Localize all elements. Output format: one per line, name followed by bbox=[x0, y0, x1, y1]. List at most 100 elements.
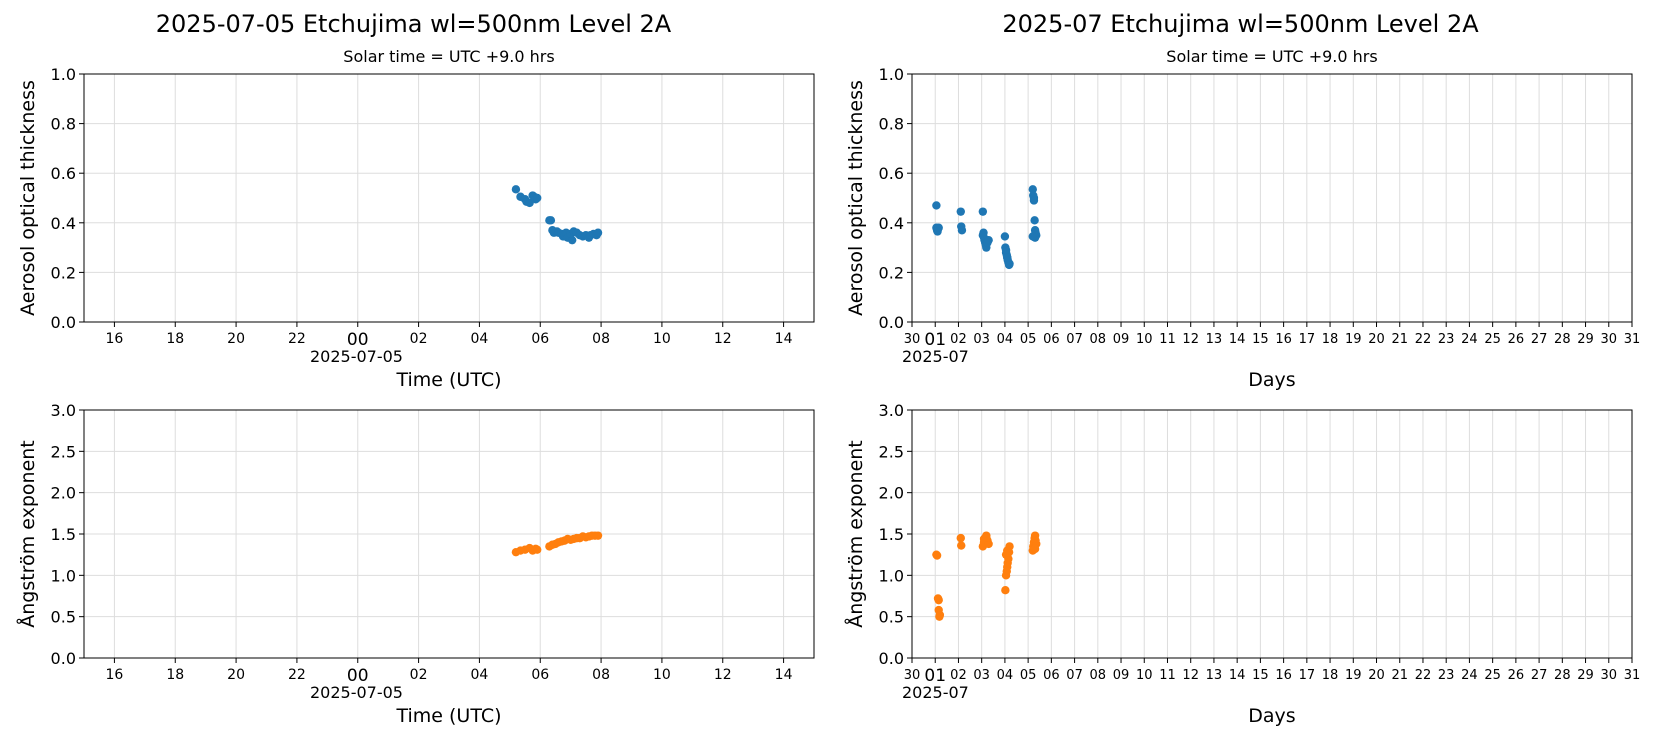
x-tick-label: 04 bbox=[997, 668, 1014, 683]
data-point bbox=[533, 545, 542, 554]
x-axis-label: Time (UTC) bbox=[395, 705, 501, 727]
x-tick-label: 06 bbox=[531, 331, 549, 347]
x-date-label: 2025-07 bbox=[902, 683, 969, 702]
data-point bbox=[956, 207, 965, 216]
x-tick-label: 31 bbox=[1624, 332, 1641, 347]
y-tick-label: 2.0 bbox=[51, 484, 76, 503]
x-tick-label: 27 bbox=[1531, 668, 1548, 683]
x-tick-label: 14 bbox=[775, 331, 793, 347]
x-tick-label: 26 bbox=[1508, 332, 1525, 347]
y-tick-label: 0.0 bbox=[879, 649, 904, 668]
y-tick-label: 3.0 bbox=[51, 401, 76, 420]
x-tick-label: 20 bbox=[1368, 668, 1385, 683]
plot-frame bbox=[83, 73, 815, 323]
x-tick-label: 06 bbox=[1043, 668, 1060, 683]
data-point bbox=[1003, 546, 1012, 555]
x-tick-label: 30 bbox=[1601, 668, 1618, 683]
data-point bbox=[932, 551, 942, 560]
y-tick-label: 0.8 bbox=[51, 115, 76, 134]
x-tick-label: 10 bbox=[653, 331, 671, 347]
data-point bbox=[546, 216, 556, 225]
x-tick-label: 03 bbox=[973, 332, 990, 347]
x-tick-label: 02 bbox=[410, 331, 428, 347]
x-tick-label: 12 bbox=[714, 331, 732, 347]
x-tick-label: 14 bbox=[775, 667, 793, 683]
x-tick-label: 18 bbox=[1322, 332, 1339, 347]
x-tick-label: 05 bbox=[1020, 668, 1037, 683]
x-tick-label: 16 bbox=[106, 331, 124, 347]
y-tick-label: 2.5 bbox=[51, 442, 76, 461]
x-tick-label: 10 bbox=[653, 667, 671, 683]
y-tick-label: 1.0 bbox=[879, 566, 904, 585]
data-point bbox=[567, 235, 577, 245]
x-date-label: 2025-07 bbox=[902, 347, 969, 366]
data-point bbox=[1028, 185, 1037, 194]
x-tick-label: 14 bbox=[1229, 668, 1246, 683]
data-point bbox=[1000, 232, 1010, 241]
x-tick-label: 28 bbox=[1554, 332, 1571, 347]
x-tick-label: 07 bbox=[1066, 668, 1083, 683]
x-tick-label: 30 bbox=[1601, 332, 1618, 347]
x-tick-label: 12 bbox=[1182, 332, 1199, 347]
x-tick-label: 21 bbox=[1391, 332, 1408, 347]
x-tick-label: 17 bbox=[1299, 332, 1316, 347]
x-tick-label: 00 bbox=[347, 330, 369, 350]
x-tick-label: 22 bbox=[288, 667, 306, 683]
right-figure-title: 2025-07 Etchujima wl=500nm Level 2A bbox=[1002, 10, 1479, 38]
y-tick-label: 0.0 bbox=[51, 649, 76, 668]
data-point bbox=[932, 201, 941, 210]
x-tick-label: 28 bbox=[1554, 668, 1571, 683]
chart-subtitle: Solar time = UTC +9.0 hrs bbox=[343, 47, 554, 66]
data-point bbox=[511, 185, 521, 194]
x-tick-label: 12 bbox=[1182, 668, 1199, 683]
data-point bbox=[525, 198, 534, 208]
x-tick-label: 10 bbox=[1136, 668, 1153, 683]
x-tick-label: 23 bbox=[1438, 668, 1455, 683]
x-tick-label: 08 bbox=[1090, 668, 1107, 683]
y-tick-label: 0.0 bbox=[879, 313, 904, 332]
y-tick-label: 0.6 bbox=[51, 164, 76, 183]
x-tick-label: 18 bbox=[166, 331, 184, 347]
data-point bbox=[533, 193, 542, 203]
x-tick-label: 20 bbox=[227, 331, 245, 347]
x-tick-label: 11 bbox=[1159, 668, 1176, 683]
y-tick-label: 0.2 bbox=[51, 263, 76, 282]
y-tick-label: 0.0 bbox=[51, 313, 76, 332]
x-tick-label: 09 bbox=[1113, 668, 1130, 683]
x-axis-label: Time (UTC) bbox=[395, 369, 501, 391]
plot-frame bbox=[911, 73, 1633, 323]
data-point bbox=[934, 223, 943, 232]
x-tick-label: 16 bbox=[1275, 668, 1292, 683]
x-tick-label: 15 bbox=[1252, 332, 1269, 347]
data-point bbox=[593, 531, 603, 540]
x-tick-label: 16 bbox=[106, 667, 124, 683]
x-tick-label: 05 bbox=[1020, 332, 1037, 347]
x-tick-label: 20 bbox=[1368, 332, 1385, 347]
chart-subtitle: Solar time = UTC +9.0 hrs bbox=[1166, 47, 1377, 66]
x-tick-label: 18 bbox=[1322, 668, 1339, 683]
data-point bbox=[982, 533, 991, 542]
data-point bbox=[1001, 586, 1010, 595]
x-tick-label: 00 bbox=[347, 666, 369, 686]
y-tick-label: 3.0 bbox=[879, 401, 904, 420]
x-tick-label: 02 bbox=[410, 667, 428, 683]
x-tick-label: 26 bbox=[1508, 668, 1525, 683]
x-tick-label: 22 bbox=[288, 331, 306, 347]
x-tick-label: 18 bbox=[166, 667, 184, 683]
x-tick-label: 23 bbox=[1438, 332, 1455, 347]
x-tick-label: 06 bbox=[1043, 332, 1060, 347]
x-tick-label: 29 bbox=[1577, 668, 1594, 683]
x-tick-label: 04 bbox=[471, 667, 489, 683]
y-axis-label: Aerosol optical thickness bbox=[17, 80, 39, 316]
x-tick-label: 19 bbox=[1345, 332, 1362, 347]
y-tick-label: 1.0 bbox=[879, 65, 904, 84]
x-tick-label: 04 bbox=[997, 332, 1014, 347]
x-axis-label: Days bbox=[1248, 369, 1295, 391]
data-point bbox=[1029, 196, 1039, 205]
y-tick-label: 2.0 bbox=[879, 484, 904, 503]
left-figure-title: 2025-07-05 Etchujima wl=500nm Level 2A bbox=[155, 10, 672, 38]
x-tick-label: 25 bbox=[1484, 332, 1501, 347]
x-date-label: 2025-07-05 bbox=[310, 347, 403, 366]
x-tick-label: 08 bbox=[592, 331, 610, 347]
